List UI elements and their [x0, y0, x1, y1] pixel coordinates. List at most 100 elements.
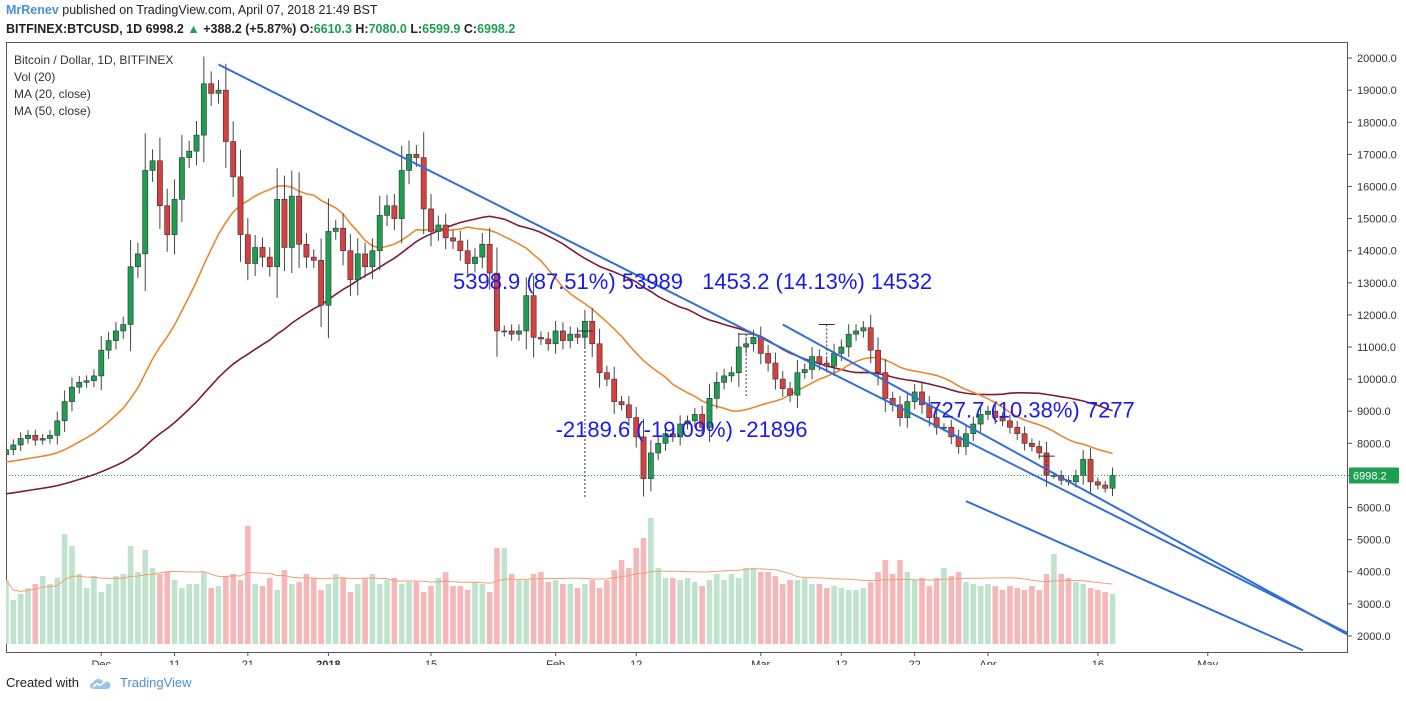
- candle-body: [288, 195, 295, 248]
- x-tick-label: 2018: [316, 659, 340, 665]
- volume-bar: [809, 584, 815, 644]
- candle-body: [691, 414, 698, 422]
- candle: [83, 375, 90, 388]
- volume-bar: [655, 568, 661, 644]
- volume-bar: [259, 586, 266, 644]
- volume-bar: [91, 576, 97, 644]
- volume-bar: [911, 580, 918, 644]
- candle-body: [252, 247, 259, 264]
- volume-bar: [47, 584, 53, 644]
- volume-bar: [787, 580, 793, 644]
- candle: [435, 215, 442, 241]
- candle: [428, 194, 434, 247]
- candle-body: [32, 434, 39, 441]
- candle-body: [977, 414, 984, 425]
- author-name[interactable]: MrRenev: [6, 3, 59, 17]
- volume-bar: [347, 592, 354, 644]
- candle-body: [699, 414, 706, 428]
- volume-bar: [735, 578, 742, 644]
- candle: [156, 137, 163, 229]
- volume-bar: [340, 578, 346, 644]
- candle-body: [897, 404, 903, 418]
- volume-bar: [904, 572, 911, 644]
- volume-bar: [142, 550, 149, 644]
- volume-bar: [750, 568, 757, 644]
- candle-body: [706, 398, 713, 428]
- candle-body: [83, 380, 90, 383]
- candle: [340, 213, 346, 266]
- last-price-tag: [1349, 467, 1399, 484]
- volume-bar: [237, 580, 244, 644]
- candle: [1029, 438, 1035, 452]
- candle: [310, 249, 317, 269]
- high-value: 7080.0: [368, 22, 407, 36]
- candle: [259, 237, 266, 268]
- candle: [765, 344, 771, 372]
- volume-bar: [816, 584, 823, 644]
- price-chart[interactable]: 2000.03000.04000.05000.06000.07000.08000…: [3, 42, 1400, 671]
- candle-body: [332, 227, 339, 232]
- candle-body: [391, 205, 398, 219]
- candle: [486, 227, 493, 290]
- legend-entry: MA (20, close): [14, 87, 91, 101]
- candle-body: [1087, 459, 1094, 483]
- candle-body: [677, 423, 684, 438]
- y-tick-label: 4000.0: [1357, 567, 1391, 579]
- volume-bar: [83, 588, 90, 644]
- volume-bar: [596, 588, 603, 644]
- chart-area[interactable]: 2000.03000.04000.05000.06000.07000.08000…: [3, 42, 1400, 671]
- volume-bar: [574, 588, 581, 644]
- y-tick-label: 3000.0: [1357, 599, 1391, 611]
- publish-info: published on TradingView.com, April 07, …: [62, 3, 378, 17]
- candle: [69, 377, 75, 412]
- candle-body: [369, 250, 376, 268]
- candle: [1021, 426, 1028, 451]
- volume-bar: [992, 586, 999, 644]
- candle: [420, 132, 427, 235]
- candle-body: [647, 452, 654, 479]
- candle: [574, 327, 581, 344]
- volume-bar: [721, 580, 727, 644]
- volume-bar: [113, 576, 119, 644]
- candle-body: [933, 417, 940, 428]
- volume-bar: [354, 584, 361, 644]
- volume-bar: [223, 576, 229, 644]
- volume-bar: [1095, 590, 1101, 644]
- volume-bar: [149, 568, 156, 644]
- candle: [178, 134, 185, 223]
- volume-bar: [135, 572, 141, 644]
- candle: [721, 368, 728, 390]
- volume-bar: [208, 588, 214, 644]
- volume-bar: [1021, 590, 1028, 644]
- candle-body: [76, 382, 83, 388]
- volume-bar: [245, 526, 251, 644]
- legend-entry: Bitcoin / Dollar, 1D, BITFINEX: [14, 53, 173, 67]
- volume-bar: [1073, 582, 1079, 644]
- candle-body: [428, 208, 434, 232]
- volume-bar: [582, 584, 588, 644]
- candle: [127, 240, 134, 352]
- candle-body: [713, 382, 720, 399]
- volume-bar: [3, 580, 9, 644]
- tradingview-brand[interactable]: TradingView: [120, 675, 192, 690]
- volume-bar: [801, 578, 808, 644]
- candle-body: [816, 356, 823, 364]
- candle: [596, 328, 603, 388]
- candle: [384, 194, 390, 227]
- volume-bar: [501, 548, 508, 644]
- ma20-line: [5, 185, 1113, 463]
- volume-bar: [420, 592, 427, 644]
- volume-bar: [530, 574, 537, 644]
- candle: [508, 324, 515, 341]
- x-tick-label: Feb: [546, 659, 565, 665]
- candle-body: [1014, 426, 1021, 434]
- volume-bar: [494, 548, 500, 644]
- volume-bar: [860, 588, 867, 644]
- volume-bar: [376, 584, 383, 644]
- y-tick-label: 10000.0: [1357, 374, 1397, 386]
- candle-body: [39, 438, 46, 441]
- candle: [669, 428, 676, 442]
- candle-body: [845, 333, 852, 348]
- volume-bar: [794, 580, 801, 644]
- volume-bar: [10, 600, 17, 644]
